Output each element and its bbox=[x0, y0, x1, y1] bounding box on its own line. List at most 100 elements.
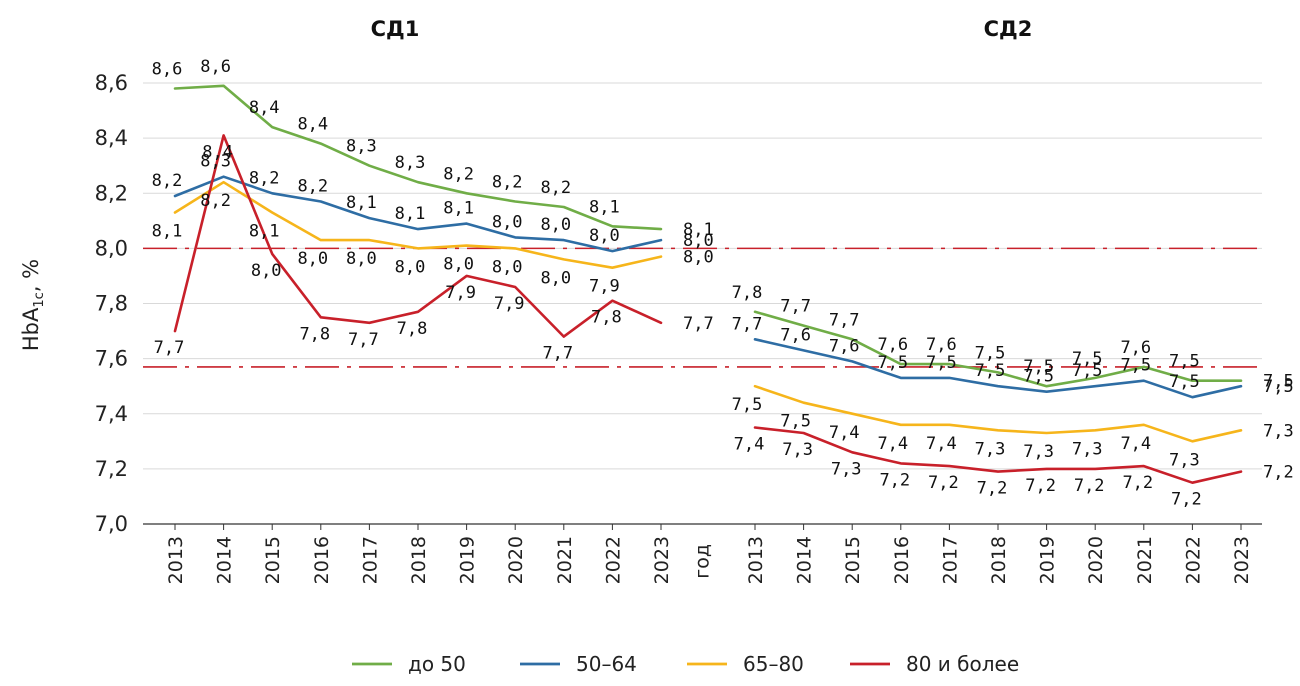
data-label: 8,2 bbox=[152, 171, 183, 191]
data-label: 7,6 bbox=[1120, 338, 1151, 358]
data-label: 8,1 bbox=[152, 222, 183, 242]
data-label: 8,0 bbox=[540, 268, 571, 288]
series-line-sd2-80-и-более bbox=[753, 426, 1243, 485]
legend-label-80-и-более: 80 и более bbox=[906, 652, 1019, 676]
legend-label-6580: 65–80 bbox=[743, 652, 804, 676]
series-line-sd1-80-и-более bbox=[173, 134, 663, 338]
y-tick-label: 7,6 bbox=[95, 347, 128, 371]
data-label: 7,9 bbox=[445, 283, 476, 303]
data-label: 8,0 bbox=[492, 212, 523, 232]
y-tick-label: 7,2 bbox=[95, 457, 128, 481]
data-label: 8,1 bbox=[346, 193, 377, 213]
y-tick-label: 8,2 bbox=[95, 181, 128, 205]
data-label: 8,0 bbox=[492, 257, 523, 277]
x-axis-label: год bbox=[692, 544, 714, 579]
data-label: 7,5 bbox=[975, 361, 1006, 381]
y-tick-label: 8,6 bbox=[95, 71, 128, 95]
data-label: 8,1 bbox=[395, 204, 426, 224]
x-tick-label: 2022 bbox=[602, 536, 624, 584]
series-lines bbox=[173, 84, 1243, 485]
data-label: 8,2 bbox=[492, 173, 523, 193]
data-label: 7,7 bbox=[829, 310, 860, 330]
data-label: 7,9 bbox=[589, 277, 620, 297]
data-label: 7,5 bbox=[1169, 352, 1200, 372]
x-tick-label: 2017 bbox=[359, 536, 381, 584]
data-label: 7,5 bbox=[1072, 349, 1103, 369]
x-tick-label: 2016 bbox=[891, 536, 913, 584]
data-label: 8,0 bbox=[297, 249, 328, 269]
data-label: 7,3 bbox=[1263, 421, 1294, 441]
data-label: 7,5 bbox=[732, 395, 763, 415]
data-label: 7,7 bbox=[780, 297, 811, 317]
data-label: 7,5 bbox=[1169, 372, 1200, 392]
series-line-sd2-до-50 bbox=[753, 310, 1243, 388]
data-label: 7,5 bbox=[1263, 372, 1294, 392]
data-label: 7,6 bbox=[926, 335, 957, 355]
x-tick-label: 2023 bbox=[651, 536, 673, 584]
panel-title-sd2: СД2 bbox=[984, 17, 1033, 41]
series-line-sd1-6580 bbox=[173, 180, 663, 270]
data-label: 7,5 bbox=[780, 412, 811, 432]
data-label: 8,3 bbox=[395, 153, 426, 173]
data-label: 7,2 bbox=[1122, 473, 1153, 493]
x-tick-label: 2013 bbox=[745, 536, 767, 584]
data-label: 8,0 bbox=[443, 255, 474, 275]
data-label: 8,6 bbox=[200, 57, 231, 77]
data-label: 7,7 bbox=[683, 314, 714, 334]
data-label: 7,7 bbox=[348, 330, 379, 350]
data-label: 7,3 bbox=[975, 439, 1006, 459]
series-line-sd1-до-50 bbox=[173, 84, 663, 231]
data-label: 7,3 bbox=[831, 459, 862, 479]
y-axis-label-tail: , % bbox=[19, 259, 43, 292]
data-label: 7,5 bbox=[1263, 377, 1294, 397]
data-label: 8,3 bbox=[346, 137, 377, 157]
data-label: 7,2 bbox=[977, 479, 1008, 499]
data-label: 7,5 bbox=[975, 343, 1006, 363]
series-line-sd2-5064 bbox=[753, 337, 1243, 399]
data-label: 7,5 bbox=[877, 353, 908, 373]
series-line-sd1-5064 bbox=[173, 175, 663, 253]
data-label: 7,8 bbox=[591, 308, 622, 328]
x-tick-label: 2020 bbox=[1085, 536, 1107, 584]
data-label: 7,5 bbox=[926, 353, 957, 373]
data-label: 7,7 bbox=[154, 338, 185, 358]
data-label: 7,4 bbox=[1120, 434, 1151, 454]
x-tick-label: 2015 bbox=[842, 536, 864, 584]
legend-label-5064: 50–64 bbox=[576, 652, 637, 676]
data-label: 7,3 bbox=[1023, 442, 1054, 462]
y-tick-label: 8,4 bbox=[95, 126, 128, 150]
data-label: 8,1 bbox=[589, 197, 620, 217]
data-label: 7,8 bbox=[299, 324, 330, 344]
data-label: 8,0 bbox=[589, 226, 620, 246]
data-label: 8,1 bbox=[683, 220, 714, 240]
x-tick-label: 2014 bbox=[794, 536, 816, 584]
data-label: 8,2 bbox=[443, 164, 474, 184]
data-label: 8,1 bbox=[249, 222, 280, 242]
x-tick-label: 2021 bbox=[1134, 536, 1156, 584]
data-label: 8,2 bbox=[297, 177, 328, 197]
data-label: 7,8 bbox=[397, 319, 428, 339]
data-label: 8,2 bbox=[249, 168, 280, 188]
data-labels: 8,6 8,68,48,48,38,38,2 8,2 8,28,18,18,28,38… bbox=[152, 57, 1294, 510]
x-tick-label: 2018 bbox=[408, 536, 430, 584]
x-tick-label: 2016 bbox=[311, 536, 333, 584]
data-label: 7,4 bbox=[877, 434, 908, 454]
x-tick-label: 2022 bbox=[1182, 536, 1204, 584]
x-tick-label: 2023 bbox=[1231, 536, 1253, 584]
data-label: 8,0 bbox=[395, 257, 426, 277]
data-label: 7,3 bbox=[782, 440, 813, 460]
data-label: 8,4 bbox=[297, 115, 328, 135]
data-label: 8,2 bbox=[200, 191, 231, 211]
y-axis-label-main: HbA bbox=[19, 307, 43, 351]
y-axis-label-subscript: 1c bbox=[32, 292, 47, 307]
data-label: 7,2 bbox=[928, 473, 959, 493]
data-label: 7,7 bbox=[542, 344, 573, 364]
data-label: 7,5 bbox=[1072, 361, 1103, 381]
x-tick-label: 2015 bbox=[262, 536, 284, 584]
data-label: 7,2 bbox=[1074, 476, 1105, 496]
reference-lines bbox=[143, 247, 1262, 368]
data-label: 7,6 bbox=[877, 335, 908, 355]
data-label: 7,3 bbox=[1072, 439, 1103, 459]
data-label: 8,0 bbox=[540, 215, 571, 235]
